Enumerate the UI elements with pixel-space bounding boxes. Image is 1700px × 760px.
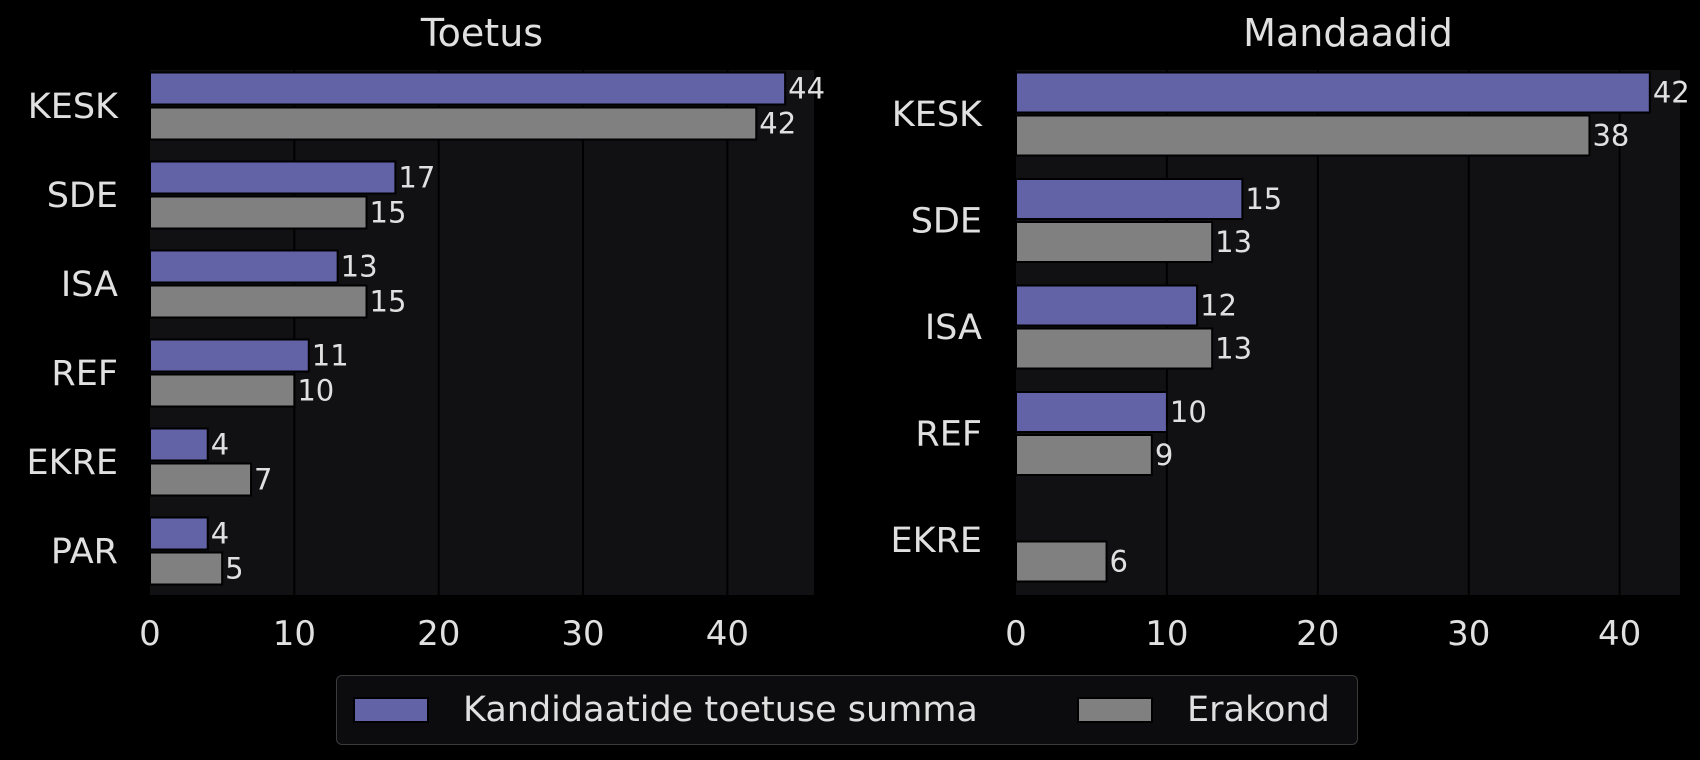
bar-0-0-4 <box>149 427 209 462</box>
data-label-1-0-2: 12 <box>1200 289 1237 323</box>
data-label-1-1-1: 13 <box>1215 225 1252 259</box>
category-label-0-4: EKRE <box>27 443 119 483</box>
data-label-0-1-2: 15 <box>370 285 407 319</box>
bar-1-1-0 <box>1015 114 1591 157</box>
bar-0-0-0 <box>149 71 787 106</box>
chart-title-1: Mandaadid <box>1243 11 1453 55</box>
data-label-1-1-0: 38 <box>1592 119 1629 153</box>
legend-swatch-candidate <box>353 697 429 723</box>
data-label-0-0-5: 4 <box>211 517 229 551</box>
data-label-1-0-1: 15 <box>1245 182 1282 216</box>
bar-0-1-0 <box>149 106 758 141</box>
legend-label-candidate: Kandidaatide toetuse summa <box>463 690 978 730</box>
category-label-1-0: KESK <box>892 95 983 135</box>
category-label-0-2: ISA <box>61 265 118 305</box>
plot-area-0 <box>150 70 814 595</box>
legend-swatch-party <box>1077 697 1153 723</box>
bar-0-1-5 <box>149 551 224 586</box>
bar-0-0-3 <box>149 338 310 373</box>
bar-1-1-3 <box>1015 434 1153 476</box>
x-tick-label-1-2: 20 <box>1296 614 1339 654</box>
bar-1-0-0 <box>1015 71 1651 114</box>
data-label-1-0-3: 10 <box>1170 395 1207 429</box>
data-label-0-0-1: 17 <box>398 161 435 195</box>
data-label-0-1-3: 10 <box>297 374 334 408</box>
bar-1-0-1 <box>1015 178 1244 220</box>
bar-0-1-1 <box>149 195 368 230</box>
data-label-0-0-3: 11 <box>312 339 349 373</box>
category-label-1-3: REF <box>915 415 982 455</box>
data-label-0-0-2: 13 <box>341 250 378 284</box>
data-label-0-1-1: 15 <box>370 196 407 230</box>
x-tick-label-0-2: 20 <box>417 614 460 654</box>
bar-0-0-5 <box>149 516 209 551</box>
category-label-1-4: EKRE <box>891 521 983 561</box>
x-tick-label-0-4: 40 <box>706 614 749 654</box>
data-label-0-1-5: 5 <box>225 552 243 586</box>
x-tick-label-1-0: 0 <box>1005 614 1027 654</box>
bar-1-0-3 <box>1015 391 1168 433</box>
bar-1-1-4 <box>1015 540 1108 583</box>
data-label-1-1-2: 13 <box>1215 332 1252 366</box>
category-label-0-0: KESK <box>28 87 119 127</box>
data-label-0-0-4: 4 <box>211 428 229 462</box>
bar-1-1-1 <box>1015 221 1214 263</box>
x-tick-label-0-0: 0 <box>139 614 161 654</box>
bar-0-0-1 <box>149 160 397 195</box>
legend: Kandidaatide toetuse summa Erakond <box>336 675 1358 745</box>
x-tick-label-0-1: 10 <box>273 614 316 654</box>
category-label-0-5: PAR <box>51 532 118 572</box>
legend-label-party: Erakond <box>1187 690 1330 730</box>
data-label-0-0-0: 44 <box>788 72 825 106</box>
bar-1-0-2 <box>1015 284 1199 327</box>
data-label-1-1-4: 6 <box>1110 545 1128 579</box>
category-label-1-2: ISA <box>925 308 982 348</box>
bar-0-0-2 <box>149 249 339 284</box>
category-label-0-3: REF <box>51 354 118 394</box>
category-label-0-1: SDE <box>47 176 118 216</box>
bar-0-1-4 <box>149 462 253 497</box>
x-tick-label-0-3: 30 <box>561 614 604 654</box>
bar-0-1-2 <box>149 284 368 319</box>
chart-title-0: Toetus <box>420 11 543 55</box>
data-label-0-1-0: 42 <box>759 107 796 141</box>
bar-0-1-3 <box>149 373 296 408</box>
data-label-1-1-3: 9 <box>1155 438 1173 472</box>
bar-1-1-2 <box>1015 327 1214 370</box>
legend-item-party: Erakond <box>1077 676 1330 744</box>
legend-item-candidate: Kandidaatide toetuse summa <box>353 676 978 744</box>
category-label-1-1: SDE <box>911 202 982 242</box>
x-tick-label-1-3: 30 <box>1447 614 1490 654</box>
x-tick-label-1-4: 40 <box>1598 614 1641 654</box>
x-tick-label-1-1: 10 <box>1145 614 1188 654</box>
data-label-1-0-0: 42 <box>1653 76 1690 110</box>
data-label-0-1-4: 7 <box>254 463 272 497</box>
